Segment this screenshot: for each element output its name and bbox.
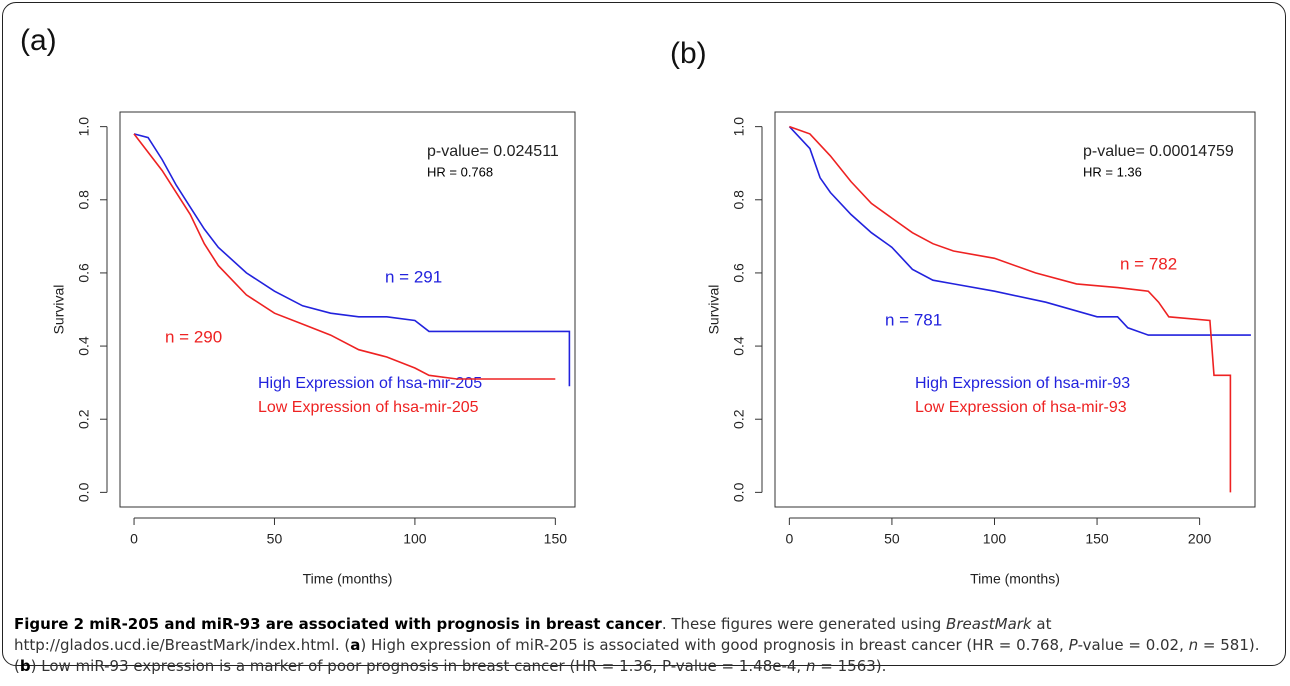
y-tick-label: 0.4 — [731, 336, 747, 356]
y-tick-label: 1.0 — [76, 117, 92, 137]
legend-entry: High Expression of hsa-mir-93 — [915, 375, 1130, 392]
caption-text: = 1563). — [815, 657, 887, 675]
y-axis-title: Survival — [706, 285, 722, 335]
y-tick-label: 0.0 — [731, 482, 747, 502]
annotation: n = 290 — [165, 327, 222, 346]
x-tick-label: 0 — [130, 531, 138, 547]
caption-text: ) Low miR-93 expression is a marker of p… — [30, 657, 806, 675]
caption-text: b — [19, 657, 31, 675]
annotation: p-value= 0.024511 — [427, 143, 559, 160]
caption-text: ) High expression of miR-205 is associat… — [360, 636, 1069, 654]
survival-curve — [788, 126, 1251, 336]
x-tick-label: 100 — [983, 531, 1007, 547]
annotation: n = 291 — [385, 267, 442, 286]
y-tick-label: 0.8 — [731, 190, 747, 210]
legend-entry: High Expression of hsa-mir-205 — [258, 375, 482, 392]
x-tick-label: 100 — [403, 531, 427, 547]
legend-entry: Low Expression of hsa-mir-205 — [258, 399, 479, 416]
caption-text: n — [805, 657, 816, 675]
annotation: HR = 0.768 — [427, 164, 493, 179]
x-axis-title: Time (months) — [303, 571, 393, 587]
caption-text: . These figures were generated using — [661, 615, 947, 633]
plot-box — [119, 111, 576, 508]
x-axis-title: Time (months) — [970, 571, 1060, 587]
annotation: p-value= 0.00014759 — [1083, 143, 1234, 160]
caption-text: BreastMark — [946, 615, 1032, 633]
y-tick-label: 0.2 — [731, 409, 747, 429]
x-tick-label: 150 — [1085, 531, 1109, 547]
panel-label: (a) — [20, 24, 57, 57]
caption-text: P — [1068, 636, 1078, 654]
y-axis-title: Survival — [51, 285, 67, 335]
y-tick-label: 0.8 — [76, 190, 92, 210]
annotation: HR = 1.36 — [1083, 164, 1142, 179]
caption-text: n — [1188, 636, 1199, 654]
panel-label: (b) — [670, 37, 707, 70]
survival-curve — [789, 125, 1232, 493]
plot-box — [774, 111, 1256, 508]
figure-caption: Figure 2 miR-205 and miR-93 are associat… — [14, 614, 1276, 677]
y-tick-label: 0.0 — [76, 482, 92, 502]
figure-charts: (a) 0 50 100 150 0.0 0.2 0.4 0.6 0.8 1.0 Time (mont… — [20, 24, 1256, 587]
caption-text: = 581). ( — [14, 636, 1260, 675]
caption-text: at http://glados.ucd.ie/BreastMark/index… — [14, 615, 1052, 654]
x-tick-label: 50 — [884, 531, 900, 547]
y-tick-label: 1.0 — [731, 117, 747, 137]
y-tick-label: 0.4 — [76, 336, 92, 356]
annotation: n = 781 — [885, 310, 942, 329]
x-tick-label: 150 — [544, 531, 568, 547]
caption-text: Figure 2 miR-205 and miR-93 are associat… — [14, 615, 662, 633]
survival-curve — [133, 133, 571, 387]
y-tick-label: 0.6 — [76, 263, 92, 283]
legend-entry: Low Expression of hsa-mir-93 — [915, 399, 1127, 416]
x-tick-label: 0 — [785, 531, 793, 547]
survival-curve — [133, 133, 556, 380]
caption-text: a — [350, 636, 361, 654]
figure-frame — [2, 2, 1286, 666]
x-tick-label: 200 — [1188, 531, 1212, 547]
y-tick-label: 0.6 — [731, 263, 747, 283]
x-tick-label: 50 — [267, 531, 283, 547]
y-tick-label: 0.2 — [76, 409, 92, 429]
annotation: n = 782 — [1120, 254, 1177, 273]
caption-text: -value = 0.02, — [1077, 636, 1189, 654]
